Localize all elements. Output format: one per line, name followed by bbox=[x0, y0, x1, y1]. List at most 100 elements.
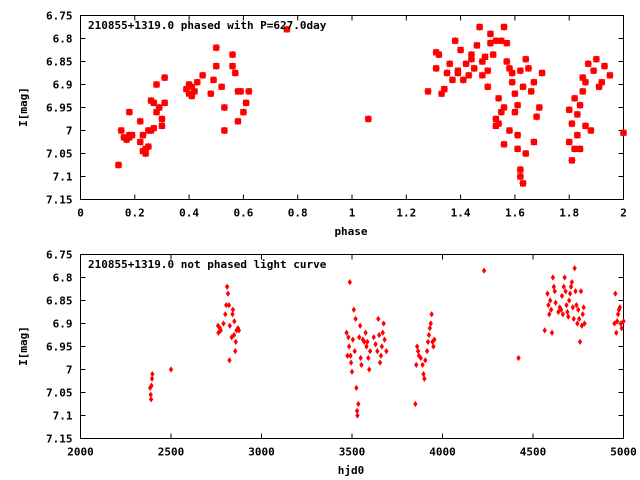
data-point bbox=[373, 341, 378, 348]
data-point bbox=[233, 338, 238, 346]
data-point bbox=[414, 343, 420, 350]
plot-frame bbox=[80, 254, 624, 439]
data-point bbox=[542, 327, 547, 334]
data-point bbox=[149, 375, 155, 382]
data-point bbox=[375, 347, 380, 355]
data-point bbox=[565, 308, 570, 316]
data-point bbox=[365, 338, 370, 346]
data-point bbox=[581, 122, 589, 130]
data-point bbox=[422, 375, 427, 382]
data-point bbox=[223, 311, 228, 318]
data-point bbox=[459, 76, 467, 84]
x-tick-label: 1.8 bbox=[559, 207, 579, 220]
data-point bbox=[530, 78, 538, 86]
data-point bbox=[568, 283, 574, 290]
data-point bbox=[245, 87, 253, 95]
data-point bbox=[511, 108, 519, 116]
data-point bbox=[620, 129, 627, 137]
data-point bbox=[421, 370, 426, 378]
data-point bbox=[139, 131, 147, 139]
data-point bbox=[446, 60, 454, 68]
data-point bbox=[220, 127, 228, 134]
data-point bbox=[473, 41, 481, 49]
data-point bbox=[347, 278, 352, 286]
data-point bbox=[354, 407, 360, 415]
data-point bbox=[538, 69, 546, 77]
data-point bbox=[364, 115, 372, 123]
data-point bbox=[484, 67, 492, 75]
data-point bbox=[221, 320, 226, 327]
data-point bbox=[229, 62, 237, 70]
data-point bbox=[584, 60, 592, 68]
data-point bbox=[548, 297, 553, 304]
data-point bbox=[600, 62, 608, 70]
data-point bbox=[435, 51, 443, 59]
data-point bbox=[500, 104, 508, 111]
x-tick-label: 5000 bbox=[610, 446, 637, 459]
data-point bbox=[547, 311, 552, 318]
data-point bbox=[516, 173, 524, 180]
data-point bbox=[420, 361, 425, 369]
y-tick-label: 7.1 bbox=[53, 171, 73, 184]
data-point bbox=[377, 359, 383, 366]
data-point bbox=[153, 81, 161, 88]
data-point bbox=[425, 338, 431, 346]
data-point bbox=[581, 78, 589, 86]
data-point bbox=[136, 117, 144, 125]
data-point bbox=[617, 304, 623, 311]
y-tick-label: 6.8 bbox=[53, 272, 73, 285]
data-point bbox=[481, 53, 489, 61]
data-point bbox=[426, 331, 432, 339]
x-tick-label: 0.6 bbox=[233, 207, 253, 220]
data-point bbox=[230, 311, 235, 318]
data-point bbox=[220, 104, 228, 111]
data-point bbox=[158, 122, 166, 130]
data-point bbox=[378, 352, 384, 359]
data-point bbox=[569, 278, 575, 286]
data-point bbox=[508, 78, 516, 86]
data-point bbox=[344, 329, 349, 336]
data-point bbox=[505, 127, 513, 134]
data-point bbox=[481, 267, 487, 274]
data-point bbox=[155, 104, 163, 111]
data-point bbox=[571, 94, 579, 102]
data-point bbox=[503, 58, 511, 65]
data-point bbox=[489, 51, 497, 59]
data-point bbox=[560, 311, 566, 318]
data-point bbox=[382, 336, 387, 343]
data-point bbox=[237, 87, 245, 95]
x-tick-label: 1.4 bbox=[451, 207, 471, 220]
data-point bbox=[533, 113, 541, 121]
data-point bbox=[519, 83, 527, 91]
data-point bbox=[149, 382, 154, 389]
data-point bbox=[484, 83, 492, 91]
data-point bbox=[376, 331, 382, 339]
data-point bbox=[427, 324, 432, 332]
data-point bbox=[161, 74, 169, 82]
data-point bbox=[495, 94, 503, 102]
data-point bbox=[495, 120, 503, 128]
data-point bbox=[567, 290, 573, 297]
data-point bbox=[497, 37, 505, 45]
data-point bbox=[158, 115, 166, 123]
data-point bbox=[527, 87, 535, 95]
data-point bbox=[125, 108, 133, 116]
data-point bbox=[224, 283, 230, 290]
data-point bbox=[587, 127, 595, 134]
data-point bbox=[232, 318, 237, 325]
data-point bbox=[545, 290, 550, 297]
data-point bbox=[212, 44, 220, 52]
x-axis-label: phase bbox=[334, 225, 367, 238]
data-point bbox=[148, 391, 153, 398]
y-axis-label: I[mag] bbox=[17, 87, 30, 127]
y-tick-labels: 6.75 6.8 6.85 6.9 6.95 7 7.05 7.1 7.15 bbox=[46, 10, 73, 207]
data-point bbox=[454, 67, 462, 75]
y-tick-label: 6.95 bbox=[46, 341, 73, 354]
data-point bbox=[349, 368, 355, 375]
data-point bbox=[618, 320, 623, 327]
data-point bbox=[371, 334, 376, 341]
x-tick-label: 0.8 bbox=[288, 207, 308, 220]
chart-title: 210855+1319.0 not phased light curve bbox=[88, 258, 327, 271]
data-point bbox=[414, 361, 419, 369]
data-point bbox=[519, 179, 527, 187]
